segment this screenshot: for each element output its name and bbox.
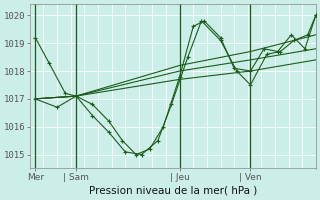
X-axis label: Pression niveau de la mer( hPa ): Pression niveau de la mer( hPa ) bbox=[89, 186, 257, 196]
